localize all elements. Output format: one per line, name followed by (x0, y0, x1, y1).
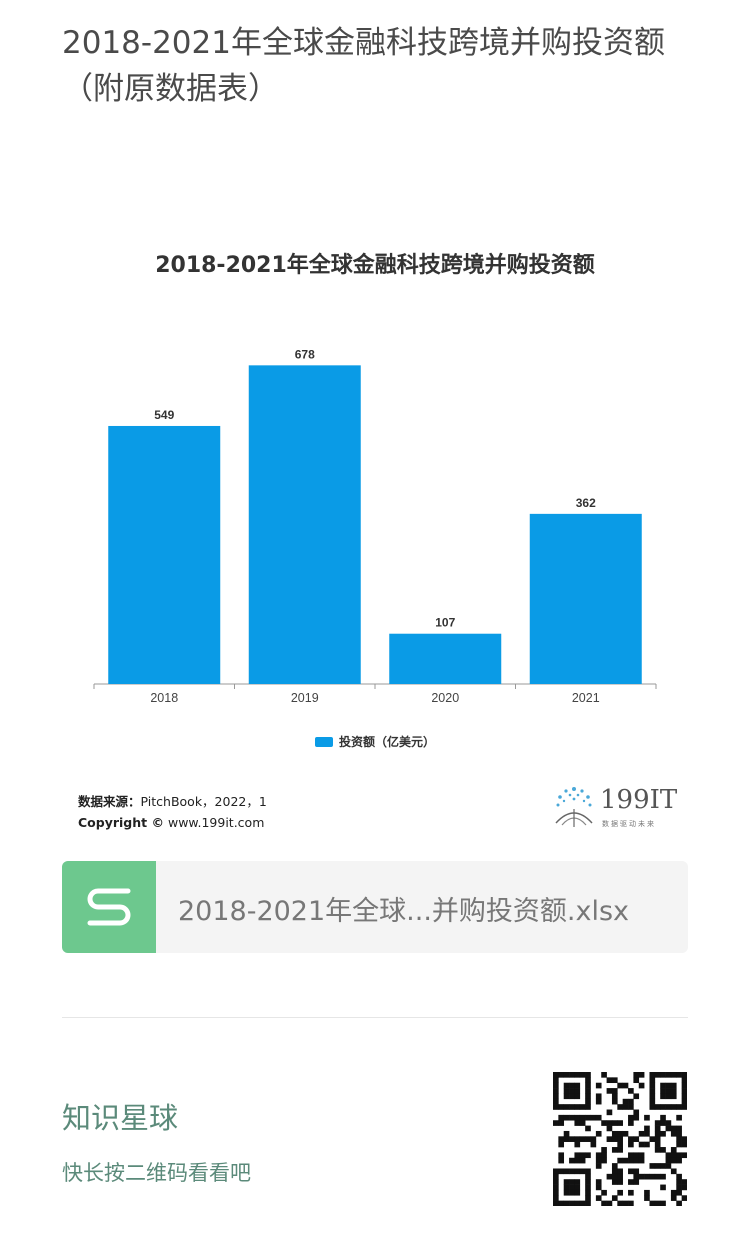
divider (62, 1017, 688, 1018)
brand-tagline: 数据驱动未来 (602, 820, 656, 828)
attachment-card[interactable]: 2018-2021年全球...并购投资额.xlsx (62, 861, 688, 953)
x-tick-label-2018: 2018 (150, 691, 178, 705)
data-label-2018: 549 (154, 408, 174, 422)
x-tick-label-2021: 2021 (572, 691, 600, 705)
copyright-label: Copyright © (78, 815, 164, 830)
chart-legend: 投资额（亿美元） (62, 733, 688, 750)
bar-2019 (248, 365, 361, 684)
bar-2020 (389, 633, 502, 684)
spreadsheet-s-icon (62, 861, 156, 953)
source-value: PitchBook，2022，1 (140, 794, 267, 809)
chart-source: 数据来源：PitchBook，2022，1 Copyright © www.19… (78, 791, 267, 833)
bar-2018 (108, 425, 221, 684)
page-title: 2018-2021年全球金融科技跨境并购投资额（附原数据表） (62, 25, 665, 107)
chart-image: 2018-2021年全球金融科技跨境并购投资额 549 2018 678 2019 10… (62, 225, 688, 855)
brand-logo: 199IT 数据驱动未来 (552, 783, 682, 833)
chart-title: 2018-2021年全球金融科技跨境并购投资额 (155, 253, 595, 278)
qr-code-icon[interactable] (553, 1072, 687, 1206)
bar-2021 (529, 513, 642, 684)
data-label-2021: 362 (576, 496, 596, 510)
knowledge-planet-title: 知识星球 (62, 1101, 179, 1135)
legend-swatch (314, 736, 333, 747)
source-label: 数据来源： (78, 794, 141, 809)
dandelion-icon (555, 787, 593, 827)
legend-label: 投资额（亿美元） (338, 735, 435, 749)
copyright-value: www.199it.com (167, 815, 265, 830)
brand-name: 199IT (600, 785, 678, 815)
bar-chart: 549 2018 678 2019 107 2020 362 2021 (93, 347, 657, 705)
x-tick-label-2019: 2019 (291, 691, 319, 705)
qr-hint: 快长按二维码看看吧 (62, 1161, 251, 1185)
data-label-2019: 678 (295, 347, 315, 361)
data-label-2020: 107 (435, 616, 455, 630)
attachment-filename[interactable]: 2018-2021年全球...并购投资额.xlsx (178, 896, 630, 927)
x-tick-label-2020: 2020 (431, 691, 459, 705)
